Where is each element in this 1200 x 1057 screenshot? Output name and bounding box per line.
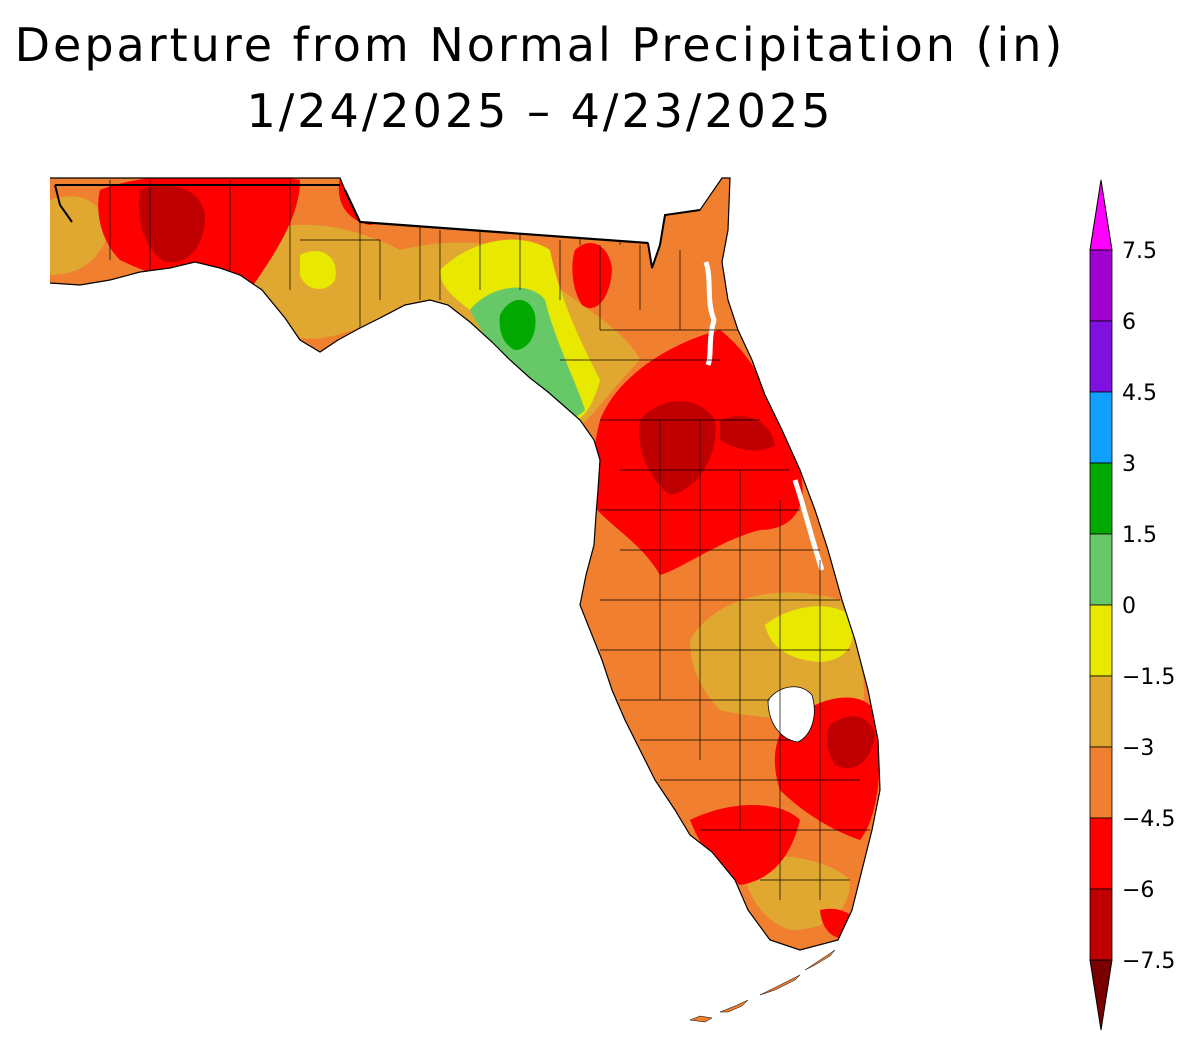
bin-fill-minus-1-5-to-0-central xyxy=(765,606,853,662)
colorbar-bin xyxy=(1089,675,1113,748)
bin-fill-minus-1-5-to-0-panhandle xyxy=(300,251,336,290)
colorbar-tick-label: −3 xyxy=(1122,736,1154,761)
lake-okeechobee xyxy=(767,686,815,743)
colorbar-bin xyxy=(1089,888,1113,961)
colorbar-tick-label: 0 xyxy=(1122,594,1136,619)
county-lines xyxy=(109,178,870,900)
map-date-range: 1/24/2025 – 4/23/2025 xyxy=(246,84,834,138)
florida-keys xyxy=(689,949,836,1023)
colorbar-bin xyxy=(1089,817,1113,890)
colorbar-tick-label: 1.5 xyxy=(1122,523,1157,548)
indian-river-lagoon xyxy=(792,479,825,571)
bin-fill-minus-7-5-to-6-central xyxy=(639,401,716,495)
georgia-border xyxy=(344,189,649,245)
bin-fill-minus-7-5-to-6-southeast xyxy=(827,716,875,769)
colorbar-tick-label: −7.5 xyxy=(1122,949,1175,974)
st-marys-border xyxy=(647,209,701,269)
map-title: Departure from Normal Precipitation (in) xyxy=(14,18,1066,72)
colorbar-tick-label: −1.5 xyxy=(1122,665,1175,690)
bin-fill-minus-7-5-to-6-panhandle xyxy=(138,185,205,263)
colorbar-bin xyxy=(1089,320,1113,393)
colorbar-bin xyxy=(1089,533,1113,606)
colorbar-tick-label: 7.5 xyxy=(1122,239,1157,264)
colorbar-tick-label: 4.5 xyxy=(1122,381,1157,406)
bin-fill-1-5-to-3 xyxy=(499,300,536,350)
st-johns-river xyxy=(703,261,717,366)
colorbar-bin xyxy=(1089,249,1113,322)
bin-fill-minus-3-to-1-5-west xyxy=(50,196,110,275)
florida-outline xyxy=(49,177,881,951)
colorbar-tick-label: 6 xyxy=(1122,310,1136,335)
bin-fill-minus-6-to-4-5-north xyxy=(572,242,612,309)
colorbar-tick-label: −6 xyxy=(1122,878,1154,903)
colorbar-bin xyxy=(1089,462,1113,535)
bin-fill-minus-7-5-to-6-east xyxy=(720,416,775,451)
colorbar-bin xyxy=(1089,746,1113,819)
colorbar-bin-below xyxy=(1089,959,1113,1031)
alabama-west-border xyxy=(54,184,73,223)
colorbar-bin xyxy=(1089,604,1113,677)
colorbar-tick-label: 3 xyxy=(1122,452,1136,477)
colorbar-tick-label: −4.5 xyxy=(1122,807,1175,832)
colorbar-bin xyxy=(1089,391,1113,464)
colorbar-bin-above xyxy=(1089,179,1113,251)
bin-fill-0-to-1-5 xyxy=(470,287,585,419)
